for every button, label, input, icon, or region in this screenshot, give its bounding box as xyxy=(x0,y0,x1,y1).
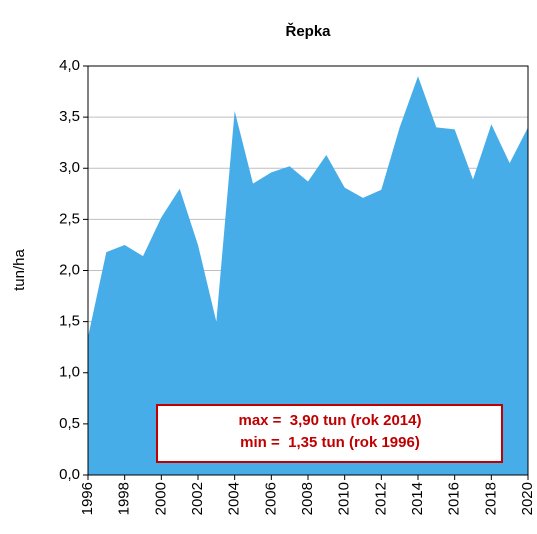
y-tick-label: 2,0 xyxy=(59,261,80,278)
x-tick-label: 2010 xyxy=(336,482,353,515)
annotation: max = 3,90 tun (rok 2014) xyxy=(238,412,421,429)
annotation-box xyxy=(156,404,503,463)
y-tick-label: 2,5 xyxy=(59,210,80,227)
y-axis-label: tun/ha xyxy=(11,248,28,290)
y-tick-label: 1,5 xyxy=(59,313,80,330)
y-tick-label: 3,0 xyxy=(59,159,80,176)
y-tick-label: 0,0 xyxy=(59,466,80,483)
y-tick-label: 4,0 xyxy=(59,57,80,74)
x-tick-label: 2006 xyxy=(262,482,279,515)
x-tick-label: 2016 xyxy=(446,482,463,515)
x-tick-label: 2002 xyxy=(189,482,206,515)
x-tick-label: 2000 xyxy=(152,482,169,515)
area xyxy=(88,76,528,475)
chart-title: Řepka xyxy=(285,22,331,40)
x-tick-label: 2004 xyxy=(226,482,243,515)
x-tick-label: 2018 xyxy=(482,482,499,515)
annotation: min = 1,35 tun (rok 1996) xyxy=(240,434,420,451)
x-tick-label: 2014 xyxy=(409,482,426,515)
x-tick-label: 1998 xyxy=(116,482,133,515)
y-tick-label: 1,0 xyxy=(59,364,80,381)
x-tick-label: 2008 xyxy=(299,482,316,515)
y-tick-label: 0,5 xyxy=(59,415,80,432)
y-tick-label: 3,5 xyxy=(59,108,80,125)
x-tick-label: 2012 xyxy=(372,482,389,515)
x-tick-label: 1996 xyxy=(79,482,96,515)
x-tick-label: 2020 xyxy=(519,482,536,515)
